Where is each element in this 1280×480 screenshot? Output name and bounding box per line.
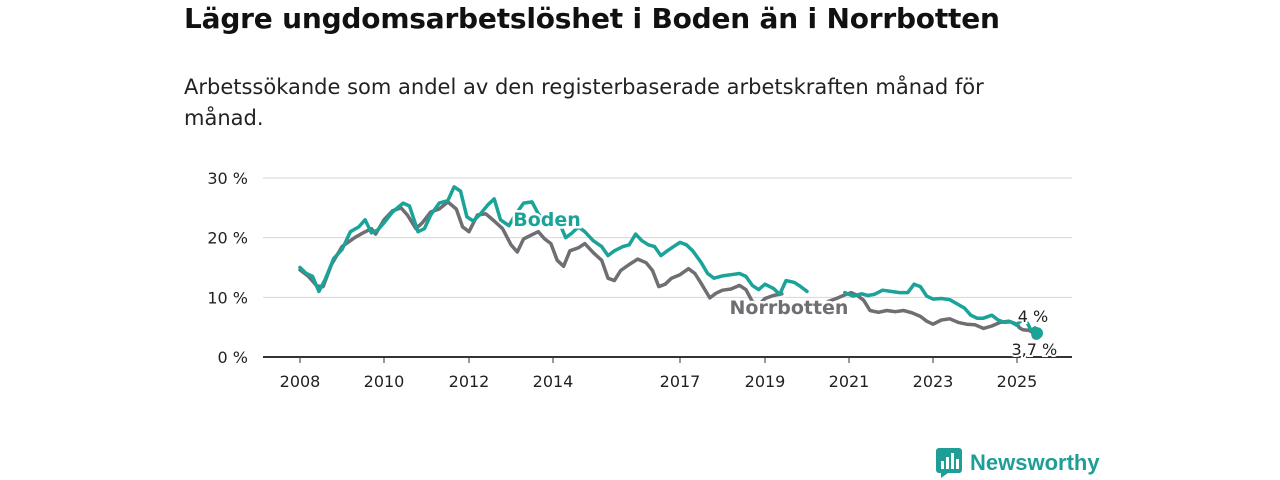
line-chart: 0 % 10 % 20 % 30 % 2008 2010 2012 2014 2017 2019 2… [207,169,1072,391]
series-line-boden [843,282,1039,335]
y-tick-label: 10 % [207,288,248,307]
x-tick-label: 2010 [364,372,405,391]
chart-title: Lägre ungdomsarbetslöshet i Boden än i N… [184,2,1000,35]
x-tick-label: 2012 [449,372,490,391]
boden-end-label: 4 % [1018,307,1048,326]
series-line-boden [298,185,809,297]
x-tick-label: 2017 [660,372,701,391]
brand-name: Newsworthy [970,450,1100,475]
chart-subtitle: Arbetssökande som andel av den registerb… [184,75,984,130]
x-tick-label: 2008 [280,372,321,391]
x-tick-label: 2025 [997,372,1038,391]
y-tick-label: 20 % [207,229,248,248]
x-tick-label: 2014 [533,372,574,391]
boden-end-marker [1031,327,1043,340]
series-label-norrbotten: Norrbotten [730,297,849,319]
x-tick-label: 2021 [829,372,870,391]
y-tick-label: 30 % [207,169,248,188]
newsworthy-logo-icon [936,448,962,478]
brand-logo[interactable]: Newsworthy [936,448,1100,478]
x-tick-label: 2019 [745,372,786,391]
y-tick-label: 0 % [218,348,248,367]
series-label-boden: Boden [513,209,581,231]
series-line-norrbotten [826,290,1039,337]
x-tick-label: 2023 [913,372,954,391]
norrbotten-end-label: 3,7 % [1012,340,1058,359]
